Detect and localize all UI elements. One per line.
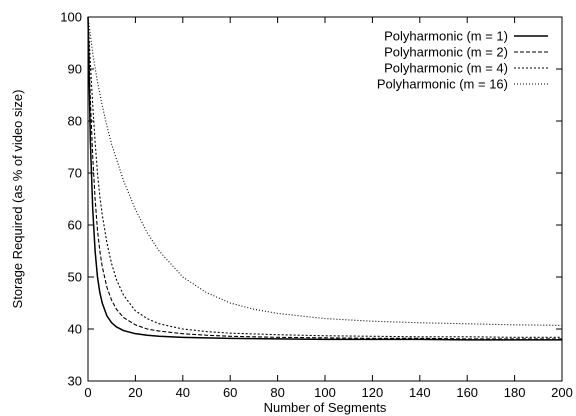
- y-tick-label: 60: [68, 218, 82, 233]
- series-line-4: [87, 16, 563, 326]
- y-tick-label: 70: [68, 166, 82, 181]
- legend-label: Polyharmonic (m = 2): [384, 45, 508, 60]
- x-tick-label: 100: [314, 385, 336, 400]
- x-tick-label: 120: [362, 385, 384, 400]
- y-tick-label: 50: [68, 270, 82, 285]
- x-tick-label: 160: [456, 385, 478, 400]
- legend-label: Polyharmonic (m = 1): [384, 29, 508, 44]
- legend: Polyharmonic (m = 1)Polyharmonic (m = 2)…: [377, 29, 548, 92]
- y-tick-label: 90: [68, 62, 82, 77]
- series-line-2: [87, 16, 562, 340]
- y-tick-label: 80: [68, 114, 82, 129]
- x-tick-label: 200: [551, 385, 573, 400]
- x-tick-label: 180: [504, 385, 526, 400]
- legend-label: Polyharmonic (m = 16): [377, 77, 508, 92]
- series-line-1: [87, 16, 562, 341]
- x-tick-label: 60: [223, 385, 237, 400]
- series-line-3: [87, 16, 562, 338]
- axis-tick-labels: 0 20 40 60 80 100 120 140 160 180 200 30 40 50 60 70 80 9…: [60, 10, 573, 401]
- x-tick-label: 140: [409, 385, 431, 400]
- legend-label: Polyharmonic (m = 4): [384, 61, 508, 76]
- x-tick-label: 0: [84, 385, 91, 400]
- x-tick-label: 80: [270, 385, 284, 400]
- x-tick-label: 20: [128, 385, 142, 400]
- y-tick-label: 40: [68, 322, 82, 337]
- y-tick-label: 30: [68, 374, 82, 389]
- x-axis-title: Number of Segments: [264, 400, 387, 415]
- y-axis-title: Storage Required (as % of video size): [10, 90, 25, 309]
- series-lines: [87, 16, 563, 341]
- y-tick-label: 100: [60, 10, 82, 25]
- x-tick-label: 40: [176, 385, 190, 400]
- plot-frame: [87, 16, 563, 382]
